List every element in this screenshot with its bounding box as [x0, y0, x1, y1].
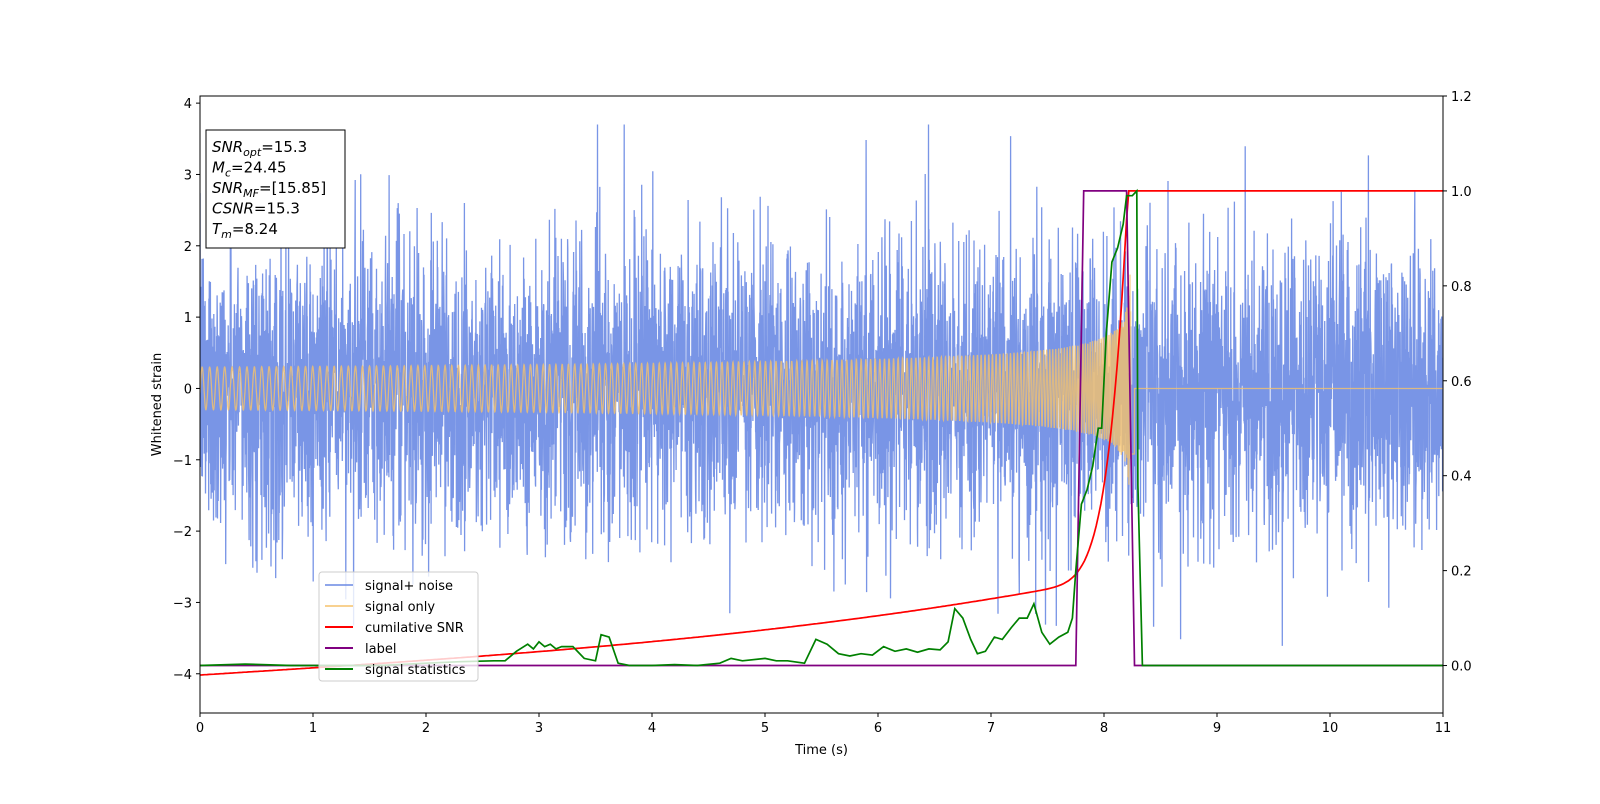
info-subscript: m: [221, 228, 232, 241]
info-value: =24.45: [231, 159, 287, 177]
y-tick-label: −2: [173, 525, 192, 540]
legend-label: signal statistics: [365, 663, 466, 678]
y2-tick-label: 0.4: [1451, 470, 1472, 485]
info-line: CSNR=15.3: [212, 200, 300, 218]
info-subscript: opt: [243, 146, 262, 159]
legend-frame: [318, 571, 479, 682]
y-tick-label: 3: [184, 168, 192, 183]
info-box-frame: [205, 129, 346, 249]
y-tick-label: 4: [184, 97, 192, 112]
legend-item-cumulative-snr: cumilative SNR: [325, 621, 464, 636]
x-tick-label: 1: [309, 721, 317, 736]
legend-item-signal-only: signal only: [325, 600, 435, 615]
x-tick-label: 9: [1213, 721, 1221, 736]
legend-label: cumilative SNR: [365, 621, 464, 636]
legend-label: signal only: [365, 600, 435, 615]
series-signal-noise: [200, 124, 1443, 646]
legend-item-signal-noise: signal+ noise: [325, 579, 453, 594]
info-line: Tm=8.24: [212, 220, 278, 241]
x-tick-label: 8: [1100, 721, 1108, 736]
y2-tick-label: 0.6: [1451, 375, 1472, 390]
info-line: SNRMF=[15.85]: [212, 179, 326, 200]
info-line: Mc=24.45: [212, 159, 287, 180]
info-box: SNRopt=15.3Mc=24.45SNRMF=[15.85]CSNR=15.…: [205, 129, 346, 249]
y-tick-label: 1: [184, 311, 192, 326]
y2-tick-label: 0.8: [1451, 280, 1472, 295]
info-value: =8.24: [232, 220, 278, 238]
x-tick-label: 11: [1435, 721, 1452, 736]
legend-label: signal+ noise: [365, 579, 453, 594]
x-tick-label: 5: [761, 721, 769, 736]
y-tick-label: −3: [173, 596, 192, 611]
y2-tick-label: 0.2: [1451, 565, 1472, 580]
legend: signal+ noise signal only cumilative SNR la…: [318, 571, 479, 682]
y2-tick-label: 0.0: [1451, 660, 1472, 675]
info-symbol: SNR: [212, 138, 243, 156]
y-tick-label: −1: [173, 454, 192, 469]
info-value: =15.3: [254, 200, 300, 218]
info-subscript: c: [225, 167, 231, 180]
series-signal-only: [200, 274, 1443, 485]
x-tick-label: 0: [196, 721, 204, 736]
info-value: =[15.85]: [259, 179, 326, 197]
y2-tick-label: 1.0: [1451, 185, 1472, 200]
legend-label: label: [365, 642, 396, 657]
x-tick-label: 3: [535, 721, 543, 736]
info-symbol: CSNR: [212, 200, 254, 218]
x-tick-label: 6: [874, 721, 882, 736]
info-symbol: SNR: [212, 179, 243, 197]
legend-item-label: label: [325, 642, 396, 657]
y-tick-label: −4: [173, 668, 192, 683]
x-tick-label: 4: [648, 721, 656, 736]
info-line: SNRopt=15.3: [212, 138, 307, 159]
info-symbol: T: [212, 220, 223, 238]
info-symbol: M: [212, 159, 225, 177]
info-lines: SNRopt=15.3Mc=24.45SNRMF=[15.85]CSNR=15.…: [212, 138, 326, 241]
y-axis-label: Whitened strain: [150, 353, 165, 456]
y2-tick-label: 1.2: [1451, 90, 1472, 105]
legend-item-signal-statistics: signal statistics: [325, 663, 466, 678]
x-tick-label: 10: [1322, 721, 1339, 736]
plot-frame: [199, 95, 1444, 714]
y-tick-label: 2: [184, 240, 192, 255]
info-value: =15.3: [261, 138, 307, 156]
axes-layer: 0 1 2 3 4 5 6 7 8 9 10 11 −4 −3 −2 −1 0 1 2 3 4 0.0 0.2 0.4 0.6 0…: [173, 90, 1472, 736]
x-tick-label: 7: [987, 721, 995, 736]
series-signal-statistics: [200, 188, 1443, 667]
y-tick-label: 0: [184, 382, 192, 397]
x-tick-label: 2: [422, 721, 430, 736]
info-subscript: MF: [243, 187, 259, 200]
legend-items: signal+ noise signal only cumilative SNR la…: [325, 579, 466, 678]
x-axis-label: Time (s): [794, 743, 848, 758]
